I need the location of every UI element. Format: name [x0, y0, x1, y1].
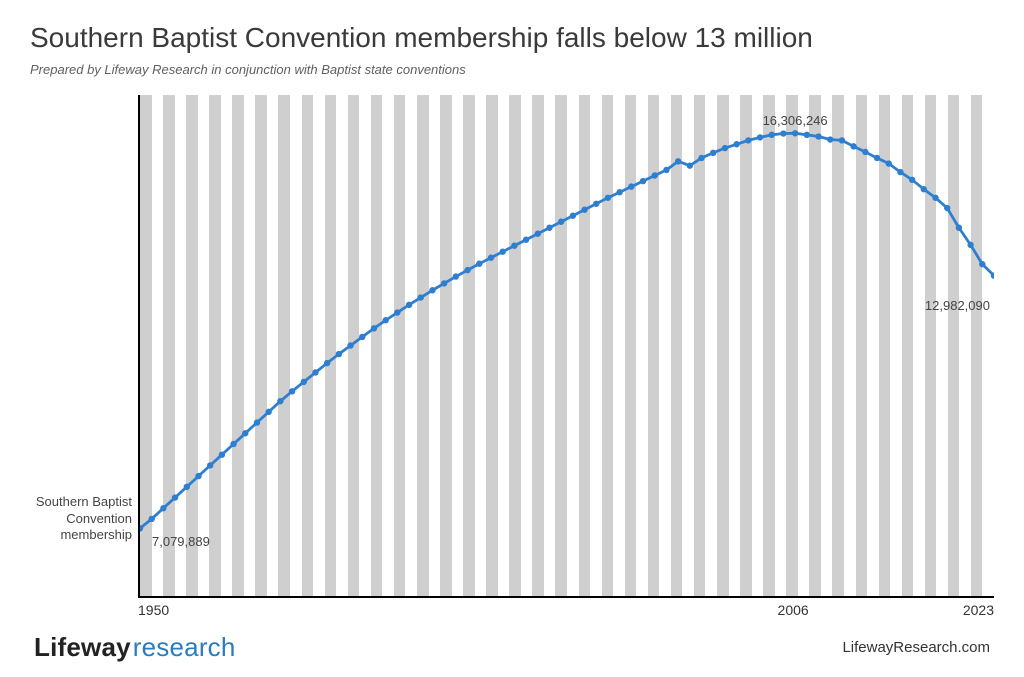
data-point — [827, 136, 833, 142]
line-chart-svg — [140, 95, 994, 596]
data-point — [839, 137, 845, 143]
data-point — [979, 261, 985, 267]
data-point — [429, 287, 435, 293]
data-callout: 7,079,889 — [152, 534, 210, 549]
data-point — [921, 186, 927, 192]
chart-row: Southern Baptist Convention membership 7… — [30, 95, 994, 620]
data-point — [909, 177, 915, 183]
data-point — [289, 388, 295, 394]
data-point — [745, 137, 751, 143]
data-point — [593, 201, 599, 207]
data-point — [792, 130, 798, 136]
data-point — [956, 225, 962, 231]
data-point — [347, 342, 353, 348]
data-point — [230, 441, 236, 447]
data-point — [336, 351, 342, 357]
data-point — [464, 267, 470, 273]
plot-inner — [140, 95, 994, 596]
data-point — [710, 150, 716, 156]
membership-line — [140, 133, 994, 528]
data-point — [219, 451, 225, 457]
data-point — [722, 145, 728, 151]
data-point — [453, 273, 459, 279]
x-axis-tick: 1950 — [138, 602, 169, 618]
data-point — [312, 369, 318, 375]
x-axis-tick: 2006 — [778, 602, 809, 618]
data-point — [757, 134, 763, 140]
chart-subtitle: Prepared by Lifeway Research in conjunct… — [30, 62, 994, 77]
data-point — [640, 178, 646, 184]
plot-column: 7,079,889 16,306,246 12,982,090 1950 2006 20… — [138, 95, 994, 620]
data-point — [687, 162, 693, 168]
data-point — [698, 155, 704, 161]
data-point — [324, 360, 330, 366]
data-point — [886, 160, 892, 166]
data-point — [605, 195, 611, 201]
data-point — [394, 309, 400, 315]
data-point — [733, 141, 739, 147]
data-point — [769, 132, 775, 138]
data-point — [184, 484, 190, 490]
data-point — [359, 334, 365, 340]
data-point — [581, 207, 587, 213]
site-url: LifewayResearch.com — [842, 639, 990, 656]
data-point — [242, 430, 248, 436]
lifeway-logo: Lifewayresearch — [34, 632, 236, 663]
data-point — [628, 183, 634, 189]
data-point — [371, 325, 377, 331]
data-point — [570, 213, 576, 219]
data-point — [815, 133, 821, 139]
data-point — [663, 167, 669, 173]
x-axis: 1950 2006 2023 — [138, 598, 994, 620]
data-point — [476, 261, 482, 267]
data-point — [172, 494, 178, 500]
series-label: Southern Baptist Convention membership — [32, 494, 132, 543]
data-point — [148, 516, 154, 522]
data-callout: 12,982,090 — [925, 298, 990, 313]
data-point — [850, 143, 856, 149]
data-point — [523, 237, 529, 243]
data-point — [862, 149, 868, 155]
data-point — [546, 225, 552, 231]
data-point — [944, 205, 950, 211]
data-point — [160, 505, 166, 511]
data-point — [265, 409, 271, 415]
logo-bold: Lifeway — [34, 632, 131, 662]
data-point — [535, 231, 541, 237]
data-point — [382, 317, 388, 323]
data-point — [418, 294, 424, 300]
y-label-column: Southern Baptist Convention membership — [30, 95, 138, 620]
chart-container: Southern Baptist Convention membership f… — [0, 0, 1024, 677]
data-point — [558, 219, 564, 225]
data-point — [301, 379, 307, 385]
data-point — [277, 398, 283, 404]
data-point — [780, 130, 786, 136]
data-point — [675, 158, 681, 164]
data-point — [616, 189, 622, 195]
data-point — [499, 249, 505, 255]
data-callout: 16,306,246 — [763, 113, 828, 128]
data-point — [441, 280, 447, 286]
data-point — [874, 155, 880, 161]
data-point — [932, 195, 938, 201]
data-point — [897, 169, 903, 175]
footer: Lifewayresearch LifewayResearch.com — [30, 620, 994, 663]
data-point — [406, 302, 412, 308]
data-point — [207, 462, 213, 468]
data-point — [652, 172, 658, 178]
x-axis-tick: 2023 — [963, 602, 994, 618]
data-point — [488, 255, 494, 261]
plot-area: 7,079,889 16,306,246 12,982,090 — [138, 95, 994, 598]
data-point — [804, 132, 810, 138]
data-point — [254, 419, 260, 425]
chart-title: Southern Baptist Convention membership f… — [30, 22, 994, 54]
data-point — [967, 242, 973, 248]
logo-light: research — [133, 632, 236, 662]
data-point — [511, 243, 517, 249]
data-point — [195, 473, 201, 479]
